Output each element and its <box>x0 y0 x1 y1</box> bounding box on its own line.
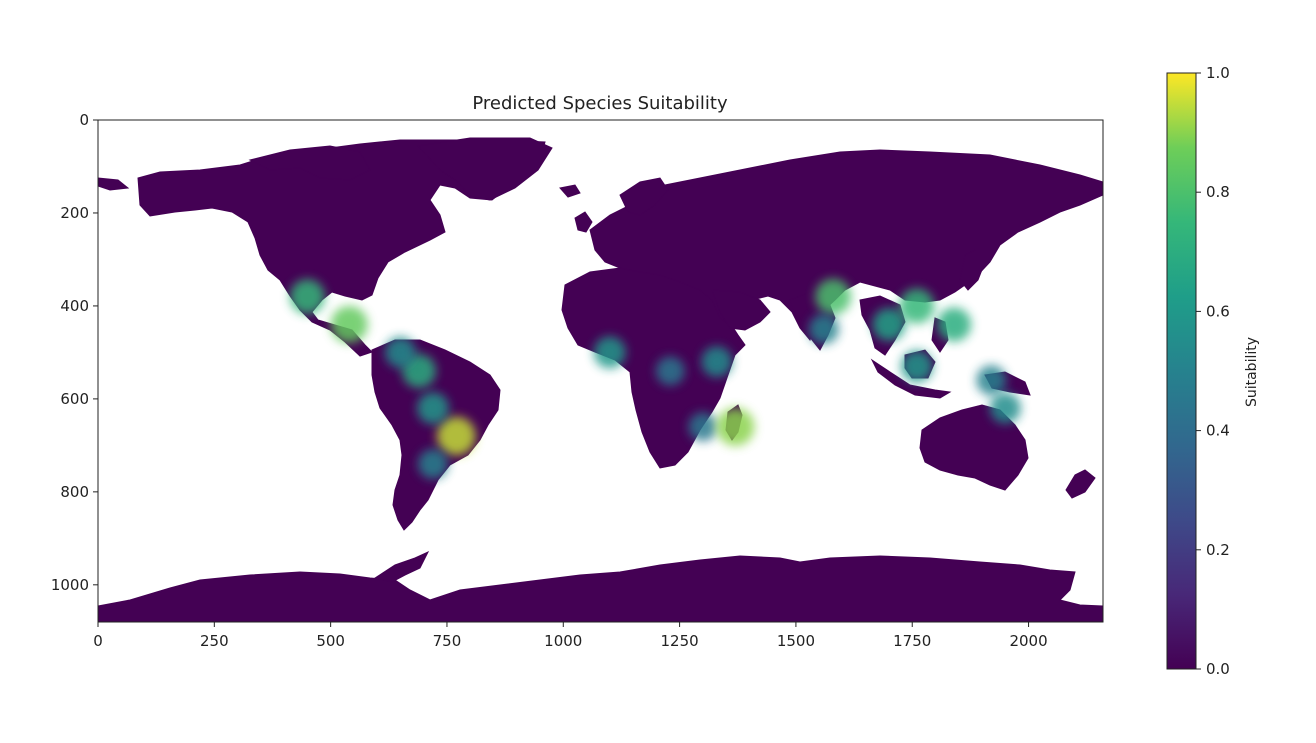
landmass-south-america <box>371 339 501 531</box>
hotspot <box>701 346 733 378</box>
hotspot <box>688 412 718 442</box>
hotspot <box>989 392 1021 424</box>
x-tick-label: 1250 <box>661 632 699 650</box>
colorbar-tick-label: 1.0 <box>1206 64 1230 82</box>
colorbar: 0.0 0.2 0.4 0.6 0.8 1.0 Suitability <box>1166 64 1260 678</box>
chart-title: Predicted Species Suitability <box>472 93 728 114</box>
hotspot <box>655 356 685 386</box>
hotspot <box>899 288 935 324</box>
colorbar-tick-label: 0.4 <box>1206 422 1230 440</box>
colorbar-tick-label: 0.2 <box>1206 541 1230 559</box>
x-axis: 0 250 500 750 1000 1250 1500 1750 2000 <box>93 622 1048 650</box>
landmass-alaska-tip <box>98 177 130 191</box>
y-tick-label: 1000 <box>51 576 89 594</box>
hotspot <box>900 350 933 383</box>
x-tick-label: 250 <box>200 632 229 650</box>
hotspot <box>289 279 325 315</box>
y-tick-label: 600 <box>60 390 89 408</box>
y-tick-label: 800 <box>60 483 89 501</box>
hotspot <box>716 407 755 446</box>
suitability-hotspots <box>289 278 1021 479</box>
x-tick-label: 500 <box>316 632 345 650</box>
x-tick-label: 1750 <box>893 632 931 650</box>
x-tick-label: 750 <box>433 632 462 650</box>
landmass-antarctica <box>98 555 1103 622</box>
hotspot <box>976 365 1007 396</box>
x-tick-label: 2000 <box>1009 632 1047 650</box>
y-tick-label: 0 <box>79 111 89 129</box>
colorbar-tick-label: 0.8 <box>1206 183 1230 201</box>
landmass-iceland <box>559 184 581 198</box>
x-tick-label: 0 <box>93 632 103 650</box>
landmass-greenland <box>416 137 553 201</box>
hotspot <box>808 314 839 345</box>
colorbar-ticks: 0.0 0.2 0.4 0.6 0.8 1.0 <box>1196 64 1230 678</box>
hotspot <box>872 308 906 342</box>
hotspot <box>815 278 852 315</box>
hotspot <box>384 336 416 368</box>
x-tick-label: 1500 <box>777 632 815 650</box>
hotspot <box>937 307 972 342</box>
colorbar-label: Suitability <box>1244 337 1260 407</box>
landmass-sumatra-java <box>870 358 952 399</box>
landmass-scandinavia <box>619 177 669 216</box>
colorbar-tick-label: 0.6 <box>1206 302 1230 320</box>
landmass-british-isles <box>574 211 593 233</box>
landmass-canada-islands <box>248 145 371 181</box>
landmass-north-america <box>137 139 546 357</box>
landmass-japan <box>959 249 986 291</box>
colorbar-tick-label: 0.0 <box>1206 660 1230 678</box>
hotspot <box>330 306 368 344</box>
axes-frame <box>97 119 1104 623</box>
landmass-australia <box>919 404 1029 491</box>
y-tick-label: 400 <box>60 297 89 315</box>
colorbar-gradient <box>1166 72 1197 670</box>
landmass-new-zealand <box>1065 469 1096 499</box>
y-axis: 0 200 400 600 800 1000 <box>51 111 98 594</box>
hotspot <box>436 416 476 456</box>
y-tick-label: 200 <box>60 204 89 222</box>
hotspot <box>417 392 449 425</box>
landmass-arabia <box>711 289 771 331</box>
plot-area <box>97 119 1104 623</box>
hotspot <box>418 448 448 479</box>
landmass-antarctic-peninsula <box>373 550 430 583</box>
x-tick-label: 1000 <box>544 632 582 650</box>
hotspot <box>593 336 626 369</box>
